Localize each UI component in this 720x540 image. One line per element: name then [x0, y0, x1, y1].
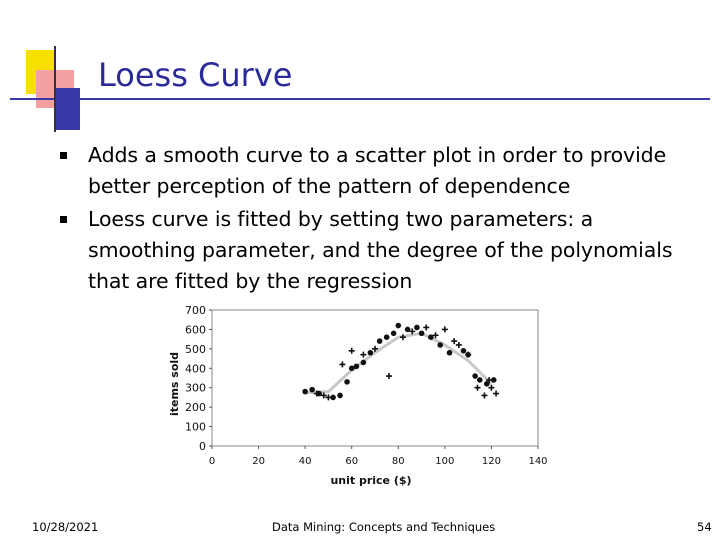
scatter-point-plus — [451, 338, 458, 345]
scatter-point-circle — [330, 394, 336, 401]
scatter-point-plus — [465, 351, 472, 358]
scatter-point-plus — [486, 376, 493, 383]
scatter-point-circle — [353, 363, 360, 370]
y-tick-label: 400 — [185, 362, 206, 375]
scatter-point-plus — [360, 351, 367, 358]
scatter-point-circle — [360, 359, 367, 366]
scatter-point-circle — [414, 324, 420, 331]
bullet-item: Adds a smooth curve to a scatter plot in… — [60, 140, 700, 202]
scatter-point-plus — [339, 361, 346, 368]
chart-labels-group: 0 100 200 300 400 500 600 700 0 20 40 60 80 100 120 140… — [168, 304, 548, 487]
x-tick-label: 20 — [252, 456, 265, 467]
scatter-point-circle — [437, 342, 444, 348]
scatter-point-circle — [344, 379, 350, 385]
scatter-point-plus — [325, 394, 332, 401]
scatter-point-circle — [337, 392, 343, 399]
scatter-point-plus — [348, 347, 355, 354]
scatter-point-plus — [320, 392, 327, 399]
scatter-point-circle — [446, 349, 453, 356]
scatter-point-plus — [493, 390, 500, 397]
bullet-square-icon — [60, 152, 67, 159]
bullet-square-icon — [60, 216, 67, 223]
scatter-point-plus — [441, 326, 448, 333]
scatter-point-plus — [409, 328, 416, 335]
y-tick-label: 500 — [185, 343, 206, 356]
scatter-point-plus — [432, 332, 439, 339]
x-tick-label: 80 — [392, 456, 405, 467]
scatter-point-circle — [418, 330, 425, 337]
scatter-point-circle — [472, 373, 478, 379]
slide-title: Loess Curve — [98, 56, 293, 94]
x-tick-label: 40 — [299, 456, 312, 467]
bullet-list: Adds a smooth curve to a scatter plot in… — [60, 140, 700, 299]
scatter-point-plus — [399, 334, 406, 341]
y-axis-title: items sold — [168, 352, 181, 416]
scatter-points-group — [302, 322, 500, 401]
scatter-point-plus — [385, 373, 392, 380]
scatter-point-plus — [481, 392, 488, 399]
scatter-point-circle — [390, 330, 397, 337]
scatter-point-plus — [455, 341, 462, 348]
scatter-point-circle — [490, 377, 497, 383]
footer-page-number: 54 — [697, 520, 712, 534]
scatter-point-circle — [460, 348, 467, 354]
x-tick-label: 140 — [528, 456, 547, 467]
scatter-point-circle — [483, 381, 490, 387]
loess-curve-group — [305, 331, 493, 395]
footer-course-title: Data Mining: Concepts and Techniques — [272, 520, 496, 534]
y-tick-label: 600 — [185, 323, 206, 336]
scatter-point-circle — [348, 365, 355, 372]
footer-date: 10/28/2021 — [32, 520, 99, 534]
scatter-point-circle — [376, 338, 383, 344]
decor-vertical-line — [54, 46, 56, 132]
scatter-point-circle — [395, 322, 402, 329]
x-tick-label: 100 — [435, 456, 454, 467]
y-tick-label: 300 — [185, 382, 206, 395]
bullet-text: Adds a smooth curve to a scatter plot in… — [88, 143, 667, 198]
scatter-point-plus — [423, 324, 430, 331]
scatter-point-plus — [313, 390, 320, 397]
decor-horizontal-line — [10, 98, 710, 100]
scatter-point-circle — [383, 334, 390, 340]
y-tick-label: 100 — [185, 421, 206, 434]
y-tick-label: 0 — [199, 440, 206, 453]
chart-axes — [209, 309, 539, 449]
y-tick-label: 200 — [185, 401, 206, 414]
bullet-text: Loess curve is fitted by setting two par… — [88, 207, 673, 293]
scatter-point-circle — [476, 377, 483, 383]
scatter-point-plus — [474, 384, 481, 391]
scatter-point-plus — [372, 345, 378, 352]
scatter-point-circle — [302, 388, 308, 395]
scatter-point-plus — [488, 384, 495, 391]
x-tick-label: 0 — [209, 456, 215, 467]
plot-frame — [211, 309, 539, 447]
y-tick-label: 700 — [185, 304, 206, 317]
x-tick-label: 60 — [345, 456, 358, 467]
scatter-point-circle — [428, 334, 434, 340]
x-tick-label: 120 — [482, 456, 501, 467]
scatter-point-circle — [404, 326, 411, 333]
decor-blue-square — [54, 88, 80, 130]
scatter-point-circle — [309, 386, 315, 393]
loess-scatter-chart: 0 100 200 300 400 500 600 700 0 20 40 60 80 100 120 140… — [168, 304, 548, 487]
loess-curve-line — [305, 331, 493, 395]
scatter-point-circle — [367, 349, 374, 356]
x-axis-title: unit price ($) — [330, 474, 411, 487]
bullet-item: Loess curve is fitted by setting two par… — [60, 204, 700, 297]
